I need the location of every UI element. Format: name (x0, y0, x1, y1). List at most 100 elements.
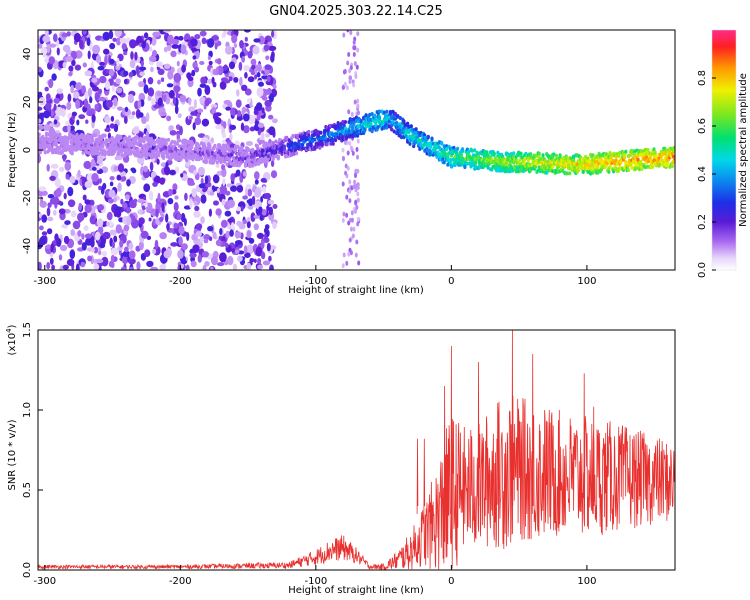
heat-cell (154, 239, 159, 250)
heat-cell (323, 128, 327, 133)
heat-cell (40, 47, 48, 56)
heat-cell (463, 164, 467, 169)
heat-cell (194, 117, 202, 126)
heat-cell (130, 149, 134, 154)
heat-cell (175, 87, 179, 97)
heat-cell (81, 150, 85, 155)
heat-cell (180, 173, 184, 178)
heat-cell (349, 30, 353, 36)
heat-cell (156, 61, 163, 68)
heat-cell (115, 78, 121, 85)
heat-cell (219, 252, 227, 263)
heat-cell (199, 83, 207, 88)
heat-cell (105, 138, 110, 143)
colorbar-tick-label: 0.6 (697, 118, 708, 134)
heat-cell (482, 157, 486, 161)
heat-cell (428, 148, 432, 153)
snr-multiplier-close: ) (7, 324, 18, 328)
heat-cell (355, 147, 359, 152)
snr-y-label: SNR (10 * v/v) (7, 419, 18, 490)
heat-cell (406, 139, 410, 144)
heat-cell (442, 160, 446, 165)
heat-cell (408, 128, 412, 133)
heat-cell (121, 140, 125, 145)
heat-cell (580, 158, 584, 162)
heat-cell (190, 111, 197, 116)
heat-cell (270, 159, 275, 167)
heat-cell (51, 196, 60, 205)
heat-cell (629, 152, 633, 157)
heat-cell (122, 202, 128, 210)
heat-cell (63, 192, 67, 200)
heat-cell (348, 79, 352, 85)
heat-cell (215, 124, 223, 130)
heat-cell (632, 152, 637, 157)
heat-cell (66, 31, 71, 37)
heat-cell (67, 186, 74, 197)
heat-cell (264, 88, 273, 95)
heat-cell (255, 102, 263, 111)
heat-cell (211, 76, 215, 84)
heat-cell (266, 205, 270, 212)
heat-cell (156, 158, 160, 165)
heat-cell (93, 246, 99, 254)
heat-cell (83, 225, 89, 232)
heat-cell (174, 146, 178, 151)
heat-cell (44, 86, 49, 92)
heat-cell (62, 264, 69, 270)
heat-cell (262, 260, 270, 266)
heat-cell (256, 232, 264, 239)
heat-cell (196, 113, 201, 119)
heat-cell (268, 255, 272, 262)
heat-cell (343, 120, 347, 124)
heat-cell (470, 148, 474, 153)
heat-cell (109, 42, 116, 50)
heat-cell (77, 169, 81, 178)
heat-cell (114, 156, 120, 161)
heat-cell (127, 93, 134, 104)
y-tick-label: 0.5 (22, 482, 33, 498)
heat-cell (459, 162, 463, 167)
heat-cell (350, 210, 354, 216)
heat-cell (236, 116, 243, 121)
heat-cell (157, 97, 163, 107)
heat-cell (193, 153, 197, 157)
heat-cell (200, 76, 207, 85)
heat-cell (179, 157, 183, 162)
heat-cell (562, 155, 566, 160)
heat-cell (152, 181, 158, 187)
heat-cell (131, 111, 136, 116)
heat-cell (84, 199, 91, 205)
heat-cell (260, 177, 267, 183)
heat-cell (46, 262, 51, 270)
heat-cell (82, 62, 88, 68)
heat-cell (595, 154, 599, 159)
heat-cell (354, 168, 358, 174)
heat-cell (342, 252, 346, 258)
heat-cell (211, 35, 220, 41)
heat-cell (228, 76, 233, 82)
heat-cell (55, 187, 62, 198)
heat-cell (430, 136, 434, 141)
heat-cell (531, 160, 535, 165)
heat-cell (38, 132, 41, 137)
heat-cell (523, 157, 527, 162)
heat-cell (125, 206, 131, 214)
y-tick-label: 0.0 (22, 562, 33, 578)
heat-cell (126, 216, 132, 226)
heat-cell (171, 44, 180, 49)
heat-cell (244, 72, 248, 79)
heat-cell (147, 95, 152, 101)
heat-cell (75, 82, 80, 90)
heat-cell (90, 247, 95, 253)
heat-cell (82, 194, 87, 201)
heat-cell (343, 81, 347, 87)
heat-cell (38, 124, 44, 131)
heat-cell (140, 60, 144, 67)
heat-cell (70, 84, 75, 94)
heat-cell (374, 122, 378, 127)
heat-cell (353, 179, 357, 185)
heat-cell (123, 115, 128, 124)
heat-cell (387, 119, 391, 124)
heat-cell (309, 143, 313, 148)
